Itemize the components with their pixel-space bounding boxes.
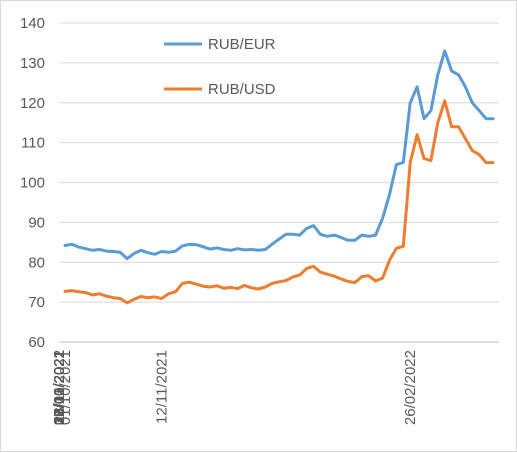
x-tick-label: 12/11/2021 <box>154 350 171 424</box>
x-tick-label: 30/10/2021 <box>51 350 68 425</box>
x-tick-label: 31/12/2021 <box>51 350 68 425</box>
x-tick-label: 12/10/2021 <box>51 350 68 425</box>
x-axis-tick-labels: 01/10/202112/10/202121/10/202130/10/2021… <box>51 350 419 425</box>
x-tick-label: 22/12/2021 <box>51 350 68 425</box>
x-tick-label: 02/12/2021 <box>51 350 68 425</box>
series-line-rub-usd <box>63 99 495 305</box>
y-tick-label: 100 <box>20 175 45 192</box>
y-tick-label: 60 <box>28 334 45 351</box>
series-line-rub-eur <box>63 49 495 261</box>
x-tick-label: 11/12/2021 <box>51 350 68 424</box>
x-tick-label: 28/01/2022 <box>51 350 68 425</box>
y-tick-label: 110 <box>21 135 45 152</box>
series-lines <box>63 49 495 305</box>
y-tick-label: 130 <box>20 55 45 72</box>
y-tick-label: 70 <box>28 294 45 311</box>
x-tick-label: 23/11/2021 <box>51 350 68 424</box>
x-tick-label: 21/10/2021 <box>51 350 68 425</box>
x-tick-label: 17/02/2022 <box>51 350 68 425</box>
y-tick-label: 80 <box>28 254 45 271</box>
y-axis-tick-labels: 60 70 80 90 100 110 120 130 140 <box>20 15 45 351</box>
x-tick-label: 19/01/2022 <box>51 350 68 425</box>
x-tick-label: 10/03/2022 <box>51 350 68 425</box>
legend: RUB/EUR RUB/USD <box>164 36 276 98</box>
gridlines <box>59 22 499 303</box>
y-tick-label: 90 <box>28 214 45 231</box>
legend-label-rub-eur: RUB/EUR <box>208 36 276 53</box>
y-tick-label: 140 <box>20 15 45 32</box>
x-tick-label: 01/10/2021 <box>57 350 74 425</box>
x-tick-label: 26/02/2022 <box>402 350 419 425</box>
x-tick-label: 08/02/2022 <box>51 350 68 425</box>
y-tick-label: 120 <box>20 95 45 112</box>
legend-label-rub-usd: RUB/USD <box>208 81 276 98</box>
